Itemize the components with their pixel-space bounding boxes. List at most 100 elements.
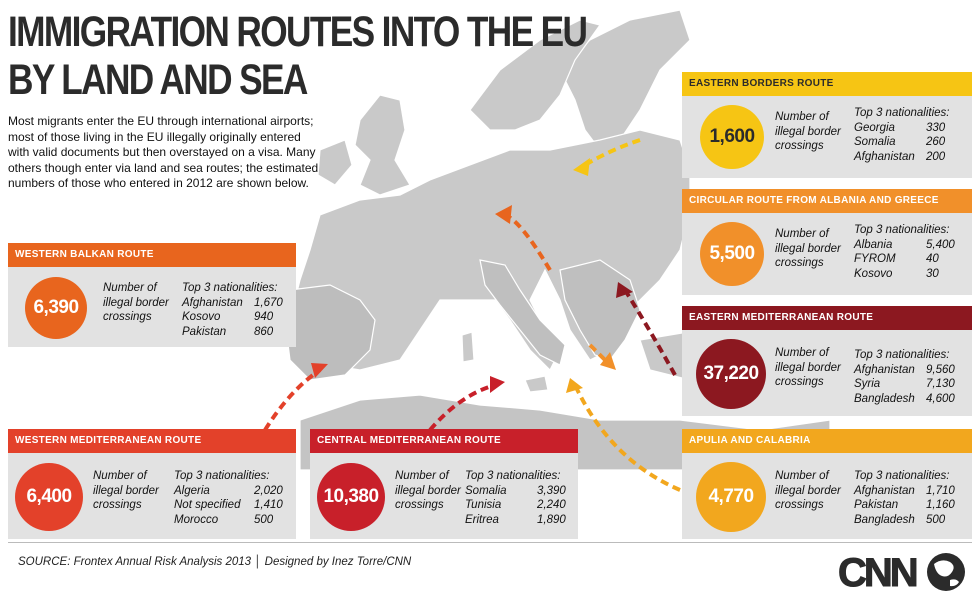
apulia-calabria-count: 4,770 <box>696 462 766 532</box>
footer-divider <box>8 542 972 543</box>
western-balkan-panel: WESTERN BALKAN ROUTE 6,390 Number of ill… <box>8 243 296 347</box>
apulia-calabria-top3: Top 3 nationalities: Afghanistan 1,710 Pa… <box>854 469 955 527</box>
apulia-calabria-body: 4,770 Number of illegal border crossings… <box>682 453 972 539</box>
western-balkan-top3: Top 3 nationalities: Afghanistan 1,670 Ko… <box>182 281 283 339</box>
nationality-count: 1,710 <box>926 484 955 497</box>
circular-route-count: 5,500 <box>700 222 764 286</box>
eastern-borders-title: EASTERN BORDERS ROUTE <box>682 72 972 96</box>
nationality-row: Afghanistan 200 <box>854 150 949 165</box>
western-balkan-arrowhead <box>495 205 512 224</box>
western-med-body: 6,400 Number of illegal border crossings… <box>8 453 296 539</box>
nationality-row: Morocco 500 <box>174 513 283 528</box>
top3-heading: Top 3 nationalities: <box>182 282 278 294</box>
nationality-country: Afghanistan <box>854 484 915 497</box>
central-med-count: 10,380 <box>317 463 385 531</box>
source-credit: SOURCE: Frontex Annual Risk Analysis 201… <box>18 556 412 568</box>
western-med-top3: Top 3 nationalities: Algeria 2,020 Not sp… <box>174 469 283 527</box>
nationality-row: Somalia 260 <box>854 135 949 150</box>
eastern-med-body: 37,220 Number of illegal border crossing… <box>682 330 972 416</box>
nationality-count: 940 <box>254 311 274 323</box>
nationality-count: 1,890 <box>537 513 566 526</box>
title-line-1: IMMIGRATION ROUTES INTO THE EU <box>8 8 588 56</box>
eastern-med-count: 37,220 <box>696 339 766 409</box>
eastern-med-crossings-label: Number of illegal border crossings <box>775 347 841 388</box>
title-line-2: BY LAND AND SEA <box>8 56 308 104</box>
nationality-row: Kosovo 940 <box>182 310 283 325</box>
western-med-count: 6,400 <box>15 463 83 531</box>
nationality-row: Bangladesh 4,600 <box>854 392 955 407</box>
nationality-row: Algeria 2,020 <box>174 484 283 499</box>
nationality-row: Pakistan 1,160 <box>854 498 955 513</box>
central-med-title: CENTRAL MEDITERRANEAN ROUTE <box>310 429 578 453</box>
top3-heading: Top 3 nationalities: <box>854 224 950 236</box>
ireland-land <box>317 139 353 186</box>
top3-heading: Top 3 nationalities: <box>854 470 950 482</box>
italy-land <box>479 259 566 366</box>
nationality-row: Kosovo 30 <box>854 267 955 282</box>
circular-route-crossings-label: Number of illegal border crossings <box>775 228 841 269</box>
nationality-row: Tunisia 2,240 <box>465 498 566 513</box>
eastern-med-panel: EASTERN MEDITERRANEAN ROUTE 37,220 Numbe… <box>682 306 972 416</box>
nationality-count: 330 <box>926 121 946 134</box>
nationality-country: FYROM <box>854 253 896 265</box>
nationality-row: Albania 5,400 <box>854 238 955 253</box>
central-med-body: 10,380 Number of illegal border crossing… <box>310 453 578 539</box>
eastern-med-arrowhead <box>616 282 633 298</box>
nationality-row: Syria 7,130 <box>854 377 955 392</box>
top3-heading: Top 3 nationalities: <box>854 349 950 361</box>
nationality-country: Afghanistan <box>182 296 243 309</box>
nationality-row: Pakistan 860 <box>182 325 283 340</box>
nationality-count: 260 <box>926 136 946 148</box>
apulia-calabria-arrow <box>573 384 681 492</box>
norway-land <box>469 19 602 131</box>
nationality-count: 7,130 <box>926 378 955 390</box>
nationality-country: Kosovo <box>182 311 221 323</box>
circular-route-body: 5,500 Number of illegal border crossings… <box>682 213 972 295</box>
central-med-top3: Top 3 nationalities: Somalia 3,390 Tunisi… <box>465 469 566 527</box>
nationality-count: 5,400 <box>926 238 955 251</box>
eastern-med-top3: Top 3 nationalities: Afghanistan 9,560 Sy… <box>854 348 955 406</box>
central-med-panel: CENTRAL MEDITERRANEAN ROUTE 10,380 Numbe… <box>310 429 578 539</box>
nationality-country: Tunisia <box>465 499 502 511</box>
nationality-country: Pakistan <box>854 499 899 511</box>
circular-arrowhead <box>600 352 616 370</box>
nationality-country: Morocco <box>174 513 219 526</box>
nationality-country: Kosovo <box>854 267 893 280</box>
page-title: IMMIGRATION ROUTES INTO THE EU BY LAND A… <box>8 8 588 104</box>
nationality-count: 1,160 <box>926 499 955 511</box>
central-med-arrowhead <box>490 376 505 393</box>
nationality-row: Bangladesh 500 <box>854 513 955 528</box>
nationality-count: 2,240 <box>537 499 566 511</box>
eastern-borders-panel: EASTERN BORDERS ROUTE 1,600 Number of il… <box>682 72 972 178</box>
nationality-row: FYROM 40 <box>854 252 955 267</box>
nationality-count: 1,410 <box>254 499 283 511</box>
nationality-country: Not specified <box>174 499 241 511</box>
western-balkan-title: WESTERN BALKAN ROUTE <box>8 243 296 267</box>
western-balkan-body: 6,390 Number of illegal border crossings… <box>8 267 296 347</box>
nationality-country: Syria <box>854 378 881 390</box>
nationality-count: 30 <box>926 267 939 280</box>
nationality-country: Afghanistan <box>854 150 915 163</box>
nationality-count: 9,560 <box>926 363 955 376</box>
nationality-count: 860 <box>254 325 274 338</box>
nationality-country: Georgia <box>854 121 895 134</box>
nationality-count: 500 <box>926 513 946 526</box>
apulia-calabria-crossings-label: Number of illegal border crossings <box>775 470 841 511</box>
nationality-count: 2,020 <box>254 484 283 497</box>
central-med-arrow <box>428 383 496 432</box>
scandinavia-land <box>559 9 691 151</box>
svg-text:CNN: CNN <box>838 551 917 595</box>
nationality-country: Bangladesh <box>854 513 915 526</box>
western-med-crossings-label: Number of illegal border crossings <box>93 470 159 511</box>
eastern-borders-crossings-label: Number of illegal border crossings <box>775 111 841 152</box>
eastern-med-title: EASTERN MEDITERRANEAN ROUTE <box>682 306 972 330</box>
apulia-calabria-arrowhead <box>566 378 583 393</box>
top3-heading: Top 3 nationalities: <box>854 107 950 119</box>
circular-route-panel: CIRCULAR ROUTE FROM ALBANIA AND GREECE 5… <box>682 189 972 295</box>
nationality-row: Afghanistan 1,670 <box>182 296 283 311</box>
apulia-calabria-panel: APULIA AND CALABRIA 4,770 Number of ille… <box>682 429 972 539</box>
nationality-country: Algeria <box>174 484 210 497</box>
western-balkan-count: 6,390 <box>25 277 87 339</box>
sardinia-land <box>461 331 475 363</box>
nationality-country: Somalia <box>854 136 896 148</box>
